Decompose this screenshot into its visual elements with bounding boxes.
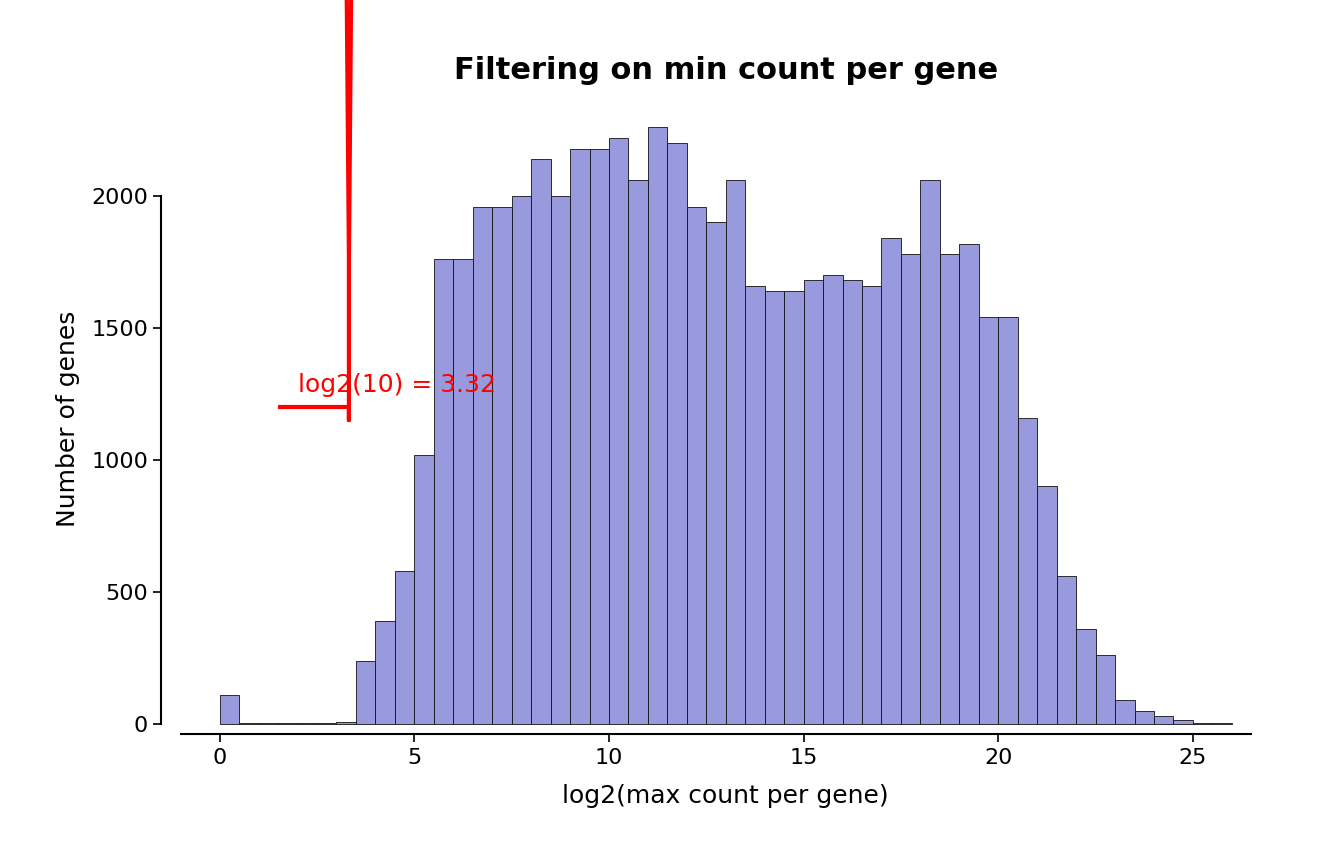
Text: log2(10) = 3.32: log2(10) = 3.32 — [297, 372, 496, 397]
Bar — [1193, 722, 1212, 724]
Bar — [882, 238, 900, 724]
Bar — [453, 259, 473, 724]
Bar — [395, 571, 414, 724]
Bar — [629, 181, 648, 724]
Bar — [1154, 716, 1173, 724]
Bar — [336, 721, 356, 724]
Bar — [687, 206, 707, 724]
Bar — [1056, 576, 1077, 724]
Bar — [784, 291, 804, 724]
Bar — [375, 621, 395, 724]
Bar — [862, 286, 882, 724]
Bar — [921, 181, 939, 724]
Bar — [531, 159, 551, 724]
Bar — [434, 259, 453, 724]
Bar — [1134, 711, 1154, 724]
Bar — [512, 196, 531, 724]
Bar — [960, 244, 978, 724]
Bar — [570, 149, 590, 724]
Bar — [258, 723, 278, 724]
Bar — [999, 317, 1017, 724]
Bar — [707, 222, 726, 724]
Bar — [1116, 700, 1134, 724]
Bar — [551, 196, 570, 724]
Bar — [843, 281, 862, 724]
Bar — [590, 149, 609, 724]
Bar — [1038, 486, 1056, 724]
Bar — [239, 722, 258, 724]
Bar — [414, 454, 434, 724]
Bar — [1173, 720, 1193, 724]
Bar — [1077, 629, 1095, 724]
Bar — [219, 695, 239, 724]
Bar — [356, 660, 375, 724]
Bar — [492, 206, 512, 724]
Y-axis label: Number of genes: Number of genes — [56, 311, 81, 527]
Bar — [297, 723, 317, 724]
Bar — [978, 317, 999, 724]
Bar — [823, 276, 843, 724]
Bar — [939, 254, 960, 724]
Bar — [609, 138, 629, 724]
Bar — [804, 281, 823, 724]
Title: Filtering on min count per gene: Filtering on min count per gene — [454, 55, 997, 85]
Bar — [648, 127, 668, 724]
Bar — [900, 254, 921, 724]
Bar — [726, 181, 745, 724]
Bar — [473, 206, 492, 724]
Bar — [668, 143, 687, 724]
Bar — [745, 286, 765, 724]
Bar — [765, 291, 784, 724]
Bar — [317, 722, 336, 724]
X-axis label: log2(max count per gene): log2(max count per gene) — [562, 785, 890, 808]
Bar — [1017, 417, 1038, 724]
Bar — [1095, 655, 1116, 724]
